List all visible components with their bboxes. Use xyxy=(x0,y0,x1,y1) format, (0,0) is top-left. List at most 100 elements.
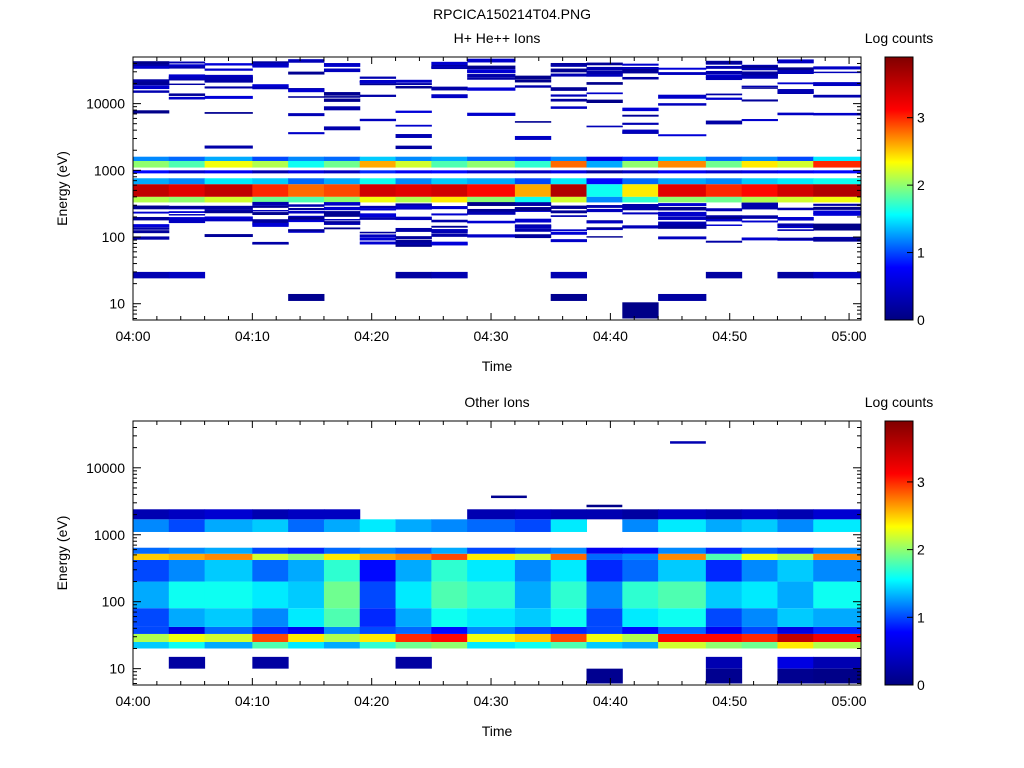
heatmap-cell xyxy=(359,156,397,161)
heatmap-cell xyxy=(288,293,325,301)
heatmap-cell xyxy=(586,626,623,634)
heatmap-cell xyxy=(813,66,861,70)
heatmap-cell xyxy=(741,215,778,219)
hplus-panel: 04:00 04:10 04:20 04:30 04:40 04:50 05:0010100… xyxy=(54,30,933,374)
heatmap-cell xyxy=(622,633,659,643)
heatmap-cell xyxy=(323,626,361,634)
heatmap-cell xyxy=(550,106,588,109)
colorbar-tick-label: 3 xyxy=(917,474,925,490)
heatmap-cell xyxy=(133,633,170,643)
heatmap-cell xyxy=(705,178,743,185)
heatmap-cell xyxy=(741,196,778,203)
heatmap-cell xyxy=(359,184,397,197)
heatmap-cell xyxy=(658,509,707,520)
heatmap-cell xyxy=(323,206,361,211)
heatmap-cell xyxy=(813,196,861,203)
heatmap-cell xyxy=(622,67,659,70)
heatmap-cell xyxy=(288,96,325,98)
heatmap-cell xyxy=(705,216,743,219)
colorbar xyxy=(884,56,914,321)
heatmap-cell xyxy=(395,110,432,113)
heatmap-cell xyxy=(514,633,552,643)
heatmap-cell xyxy=(323,221,361,223)
heatmap-cell xyxy=(705,60,743,64)
heatmap-cell xyxy=(705,240,743,243)
heatmap-cell xyxy=(586,205,623,208)
heatmap-cell xyxy=(550,65,588,67)
heatmap-cell xyxy=(514,207,552,212)
heatmap-cell xyxy=(550,75,588,77)
heatmap-cell xyxy=(359,94,397,97)
heatmap-cell xyxy=(514,160,552,168)
heatmap-cell xyxy=(288,217,325,220)
heatmap-cell xyxy=(252,519,289,532)
heatmap-cell xyxy=(359,581,397,609)
heatmap-cell xyxy=(813,237,861,242)
heatmap-cell xyxy=(395,626,432,634)
heatmap-cell xyxy=(359,196,397,203)
heatmap-cell xyxy=(658,72,707,75)
heatmap-cell xyxy=(168,196,206,203)
heatmap-cell xyxy=(514,202,552,206)
heatmap-cell xyxy=(550,98,588,102)
heatmap-cell xyxy=(204,178,253,185)
heatmap-cell xyxy=(204,234,253,238)
heatmap-cell xyxy=(395,206,432,210)
y-axis-label: Energy (eV) xyxy=(54,151,70,226)
heatmap-cell xyxy=(514,75,552,80)
heatmap-cell xyxy=(133,559,170,582)
heatmap-cell xyxy=(204,112,253,114)
x-tick-label: 04:10 xyxy=(235,693,270,709)
heatmap-cell xyxy=(658,293,707,301)
heatmap-cell xyxy=(252,156,289,161)
heatmap-cell xyxy=(741,559,778,582)
heatmap-cell xyxy=(622,107,659,112)
heatmap-cell xyxy=(586,633,623,643)
heatmap-cell xyxy=(168,509,206,520)
heatmap-cell xyxy=(741,67,778,71)
heatmap-cell xyxy=(431,519,468,532)
heatmap-cell xyxy=(777,626,814,634)
x-tick-label: 04:30 xyxy=(474,328,509,344)
heatmap-cell xyxy=(133,211,170,214)
heatmap-cell xyxy=(622,553,659,560)
heatmap-cell xyxy=(133,509,170,520)
heatmap-cell xyxy=(467,559,516,582)
heatmap-cell xyxy=(550,215,588,217)
heatmap-cell xyxy=(168,76,206,80)
heatmap-cell xyxy=(550,178,588,185)
heatmap-cell xyxy=(514,196,552,203)
heatmap-cell xyxy=(133,236,170,240)
heatmap-cell xyxy=(133,160,170,168)
heatmap-cell xyxy=(133,170,170,174)
heatmap-cell xyxy=(133,224,170,228)
heatmap-cell xyxy=(777,559,814,582)
heatmap-cell xyxy=(133,196,170,203)
heatmap-cell xyxy=(741,553,778,560)
heatmap-cell xyxy=(395,178,432,185)
heatmap-cell xyxy=(204,184,253,197)
heatmap-cell xyxy=(622,225,659,229)
heatmap-cell xyxy=(777,553,814,560)
heatmap-cell xyxy=(467,633,516,643)
heatmap-cell xyxy=(777,608,814,627)
heatmap-cell xyxy=(550,160,588,168)
heatmap-cell xyxy=(741,220,778,223)
heatmap-cell xyxy=(813,71,861,74)
heatmap-cell xyxy=(741,170,778,174)
heatmap-cell xyxy=(359,559,397,582)
heatmap-cells xyxy=(133,441,861,684)
heatmap-cell xyxy=(467,77,516,80)
heatmap-cell xyxy=(323,559,361,582)
heatmap-cell xyxy=(288,156,325,161)
x-tick-label: 05:00 xyxy=(832,693,867,709)
heatmap-cell xyxy=(467,581,516,609)
heatmap-cell xyxy=(777,67,814,72)
heatmap-cell xyxy=(431,61,468,66)
heatmap-cell xyxy=(586,642,623,649)
heatmap-cell xyxy=(550,547,588,554)
heatmap-cell xyxy=(777,178,814,185)
heatmap-cell xyxy=(133,626,170,634)
heatmap-cell xyxy=(323,219,361,221)
heatmap-cell xyxy=(813,656,861,669)
